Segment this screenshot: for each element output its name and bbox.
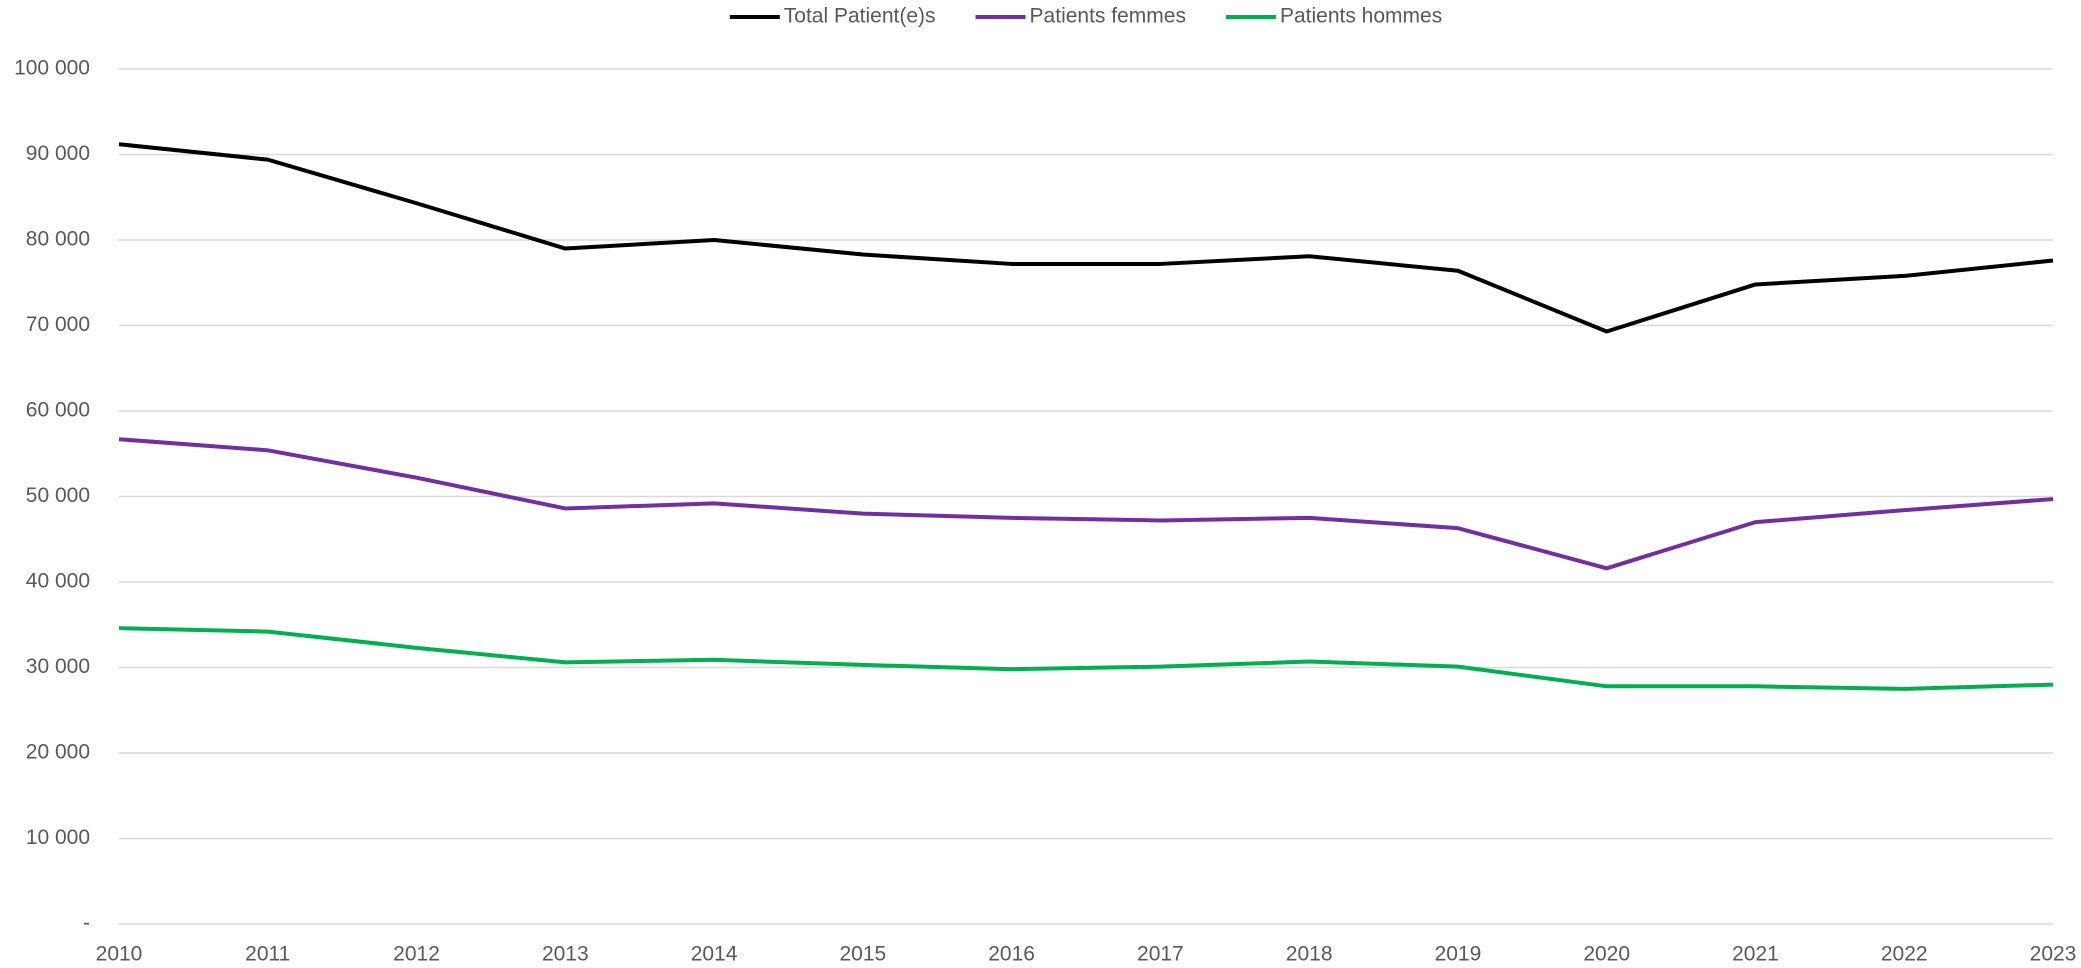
line-series: [118, 437, 2054, 571]
y-tick-label: 80 000: [26, 228, 90, 251]
line-series: [118, 142, 2054, 334]
x-tick-label: 2010: [96, 943, 143, 966]
x-tick-label: 2020: [1583, 943, 1630, 966]
x-tick-label: 2016: [988, 943, 1035, 966]
y-tick-label: 60 000: [26, 399, 90, 422]
y-tick-label: 90 000: [26, 142, 90, 165]
x-tick-label: 2022: [1881, 943, 1928, 966]
x-tick-label: 2017: [1137, 943, 1184, 966]
x-tick-label: 2012: [393, 943, 440, 966]
x-tick-label: 2014: [691, 943, 738, 966]
x-tick-label: 2018: [1286, 943, 1333, 966]
y-tick-label: 10 000: [26, 826, 90, 849]
legend-label: Total Patient(e)s: [784, 5, 936, 28]
y-tick-label: 30 000: [26, 655, 90, 678]
y-tick-label: 100 000: [14, 57, 90, 80]
y-tick-label: -: [83, 912, 90, 935]
y-tick-label: 40 000: [26, 570, 90, 593]
legend-label: Patients femmes: [1030, 5, 1186, 28]
x-tick-label: 2015: [839, 943, 886, 966]
x-tick-label: 2021: [1732, 943, 1779, 966]
x-tick-label: 2013: [542, 943, 589, 966]
x-tick-label: 2011: [245, 943, 290, 966]
y-tick-label: 70 000: [26, 313, 90, 336]
legend-label: Patients hommes: [1280, 5, 1442, 28]
line-series: [118, 626, 2054, 691]
y-tick-label: 50 000: [26, 484, 90, 507]
x-tick-label: 2019: [1435, 943, 1482, 966]
x-tick-label: 2023: [2030, 943, 2077, 966]
y-tick-label: 20 000: [26, 741, 90, 764]
